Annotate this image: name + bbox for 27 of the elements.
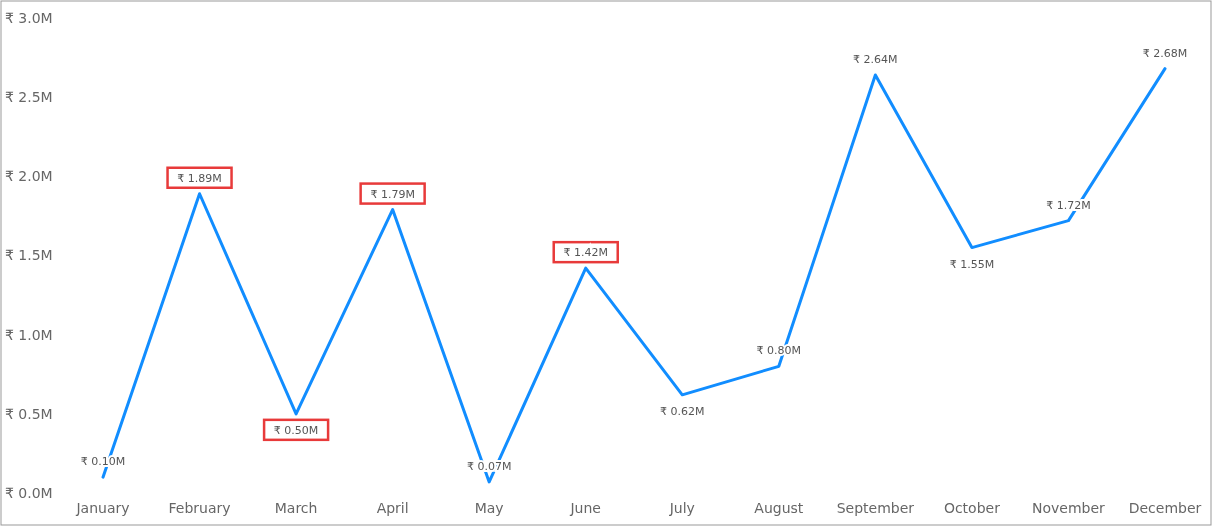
y-tick-label: ₹ 0.5M	[5, 405, 53, 422]
y-tick-label: ₹ 3.0M	[5, 9, 53, 26]
x-tick-label: July	[668, 500, 695, 516]
x-tick-label: January	[75, 500, 130, 516]
x-tick-label: June	[569, 500, 601, 516]
y-tick-label: ₹ 2.0M	[5, 168, 53, 185]
data-label: ₹ 0.50M	[273, 423, 319, 437]
x-tick-label: August	[754, 500, 804, 516]
data-label: ₹ 1.79M	[370, 187, 415, 201]
y-tick-label: ₹ 2.5M	[5, 89, 53, 106]
x-tick-label: May	[474, 500, 504, 516]
y-tick-label: ₹ 1.5M	[5, 247, 53, 264]
y-tick-label: ₹ 1.0M	[5, 326, 53, 343]
x-tick-label: December	[1128, 500, 1202, 516]
data-label: ₹ 2.64M	[853, 53, 898, 66]
x-tick-label: October	[943, 500, 1001, 516]
data-label: ₹ 1.55M	[949, 257, 995, 271]
x-tick-label: February	[168, 500, 231, 516]
x-tick-label: March	[274, 500, 318, 516]
y-tick-label: ₹ 0.0M	[5, 484, 53, 501]
data-label: ₹ 2.68M	[1142, 46, 1188, 60]
data-label: ₹ 0.62M	[660, 404, 705, 418]
data-label: ₹ 1.89M	[177, 171, 222, 185]
x-tick-label: April	[376, 500, 409, 516]
data-label: ₹ 1.42M	[563, 246, 608, 260]
x-tick-label: September	[836, 500, 915, 516]
x-tick-label: November	[1032, 500, 1106, 516]
